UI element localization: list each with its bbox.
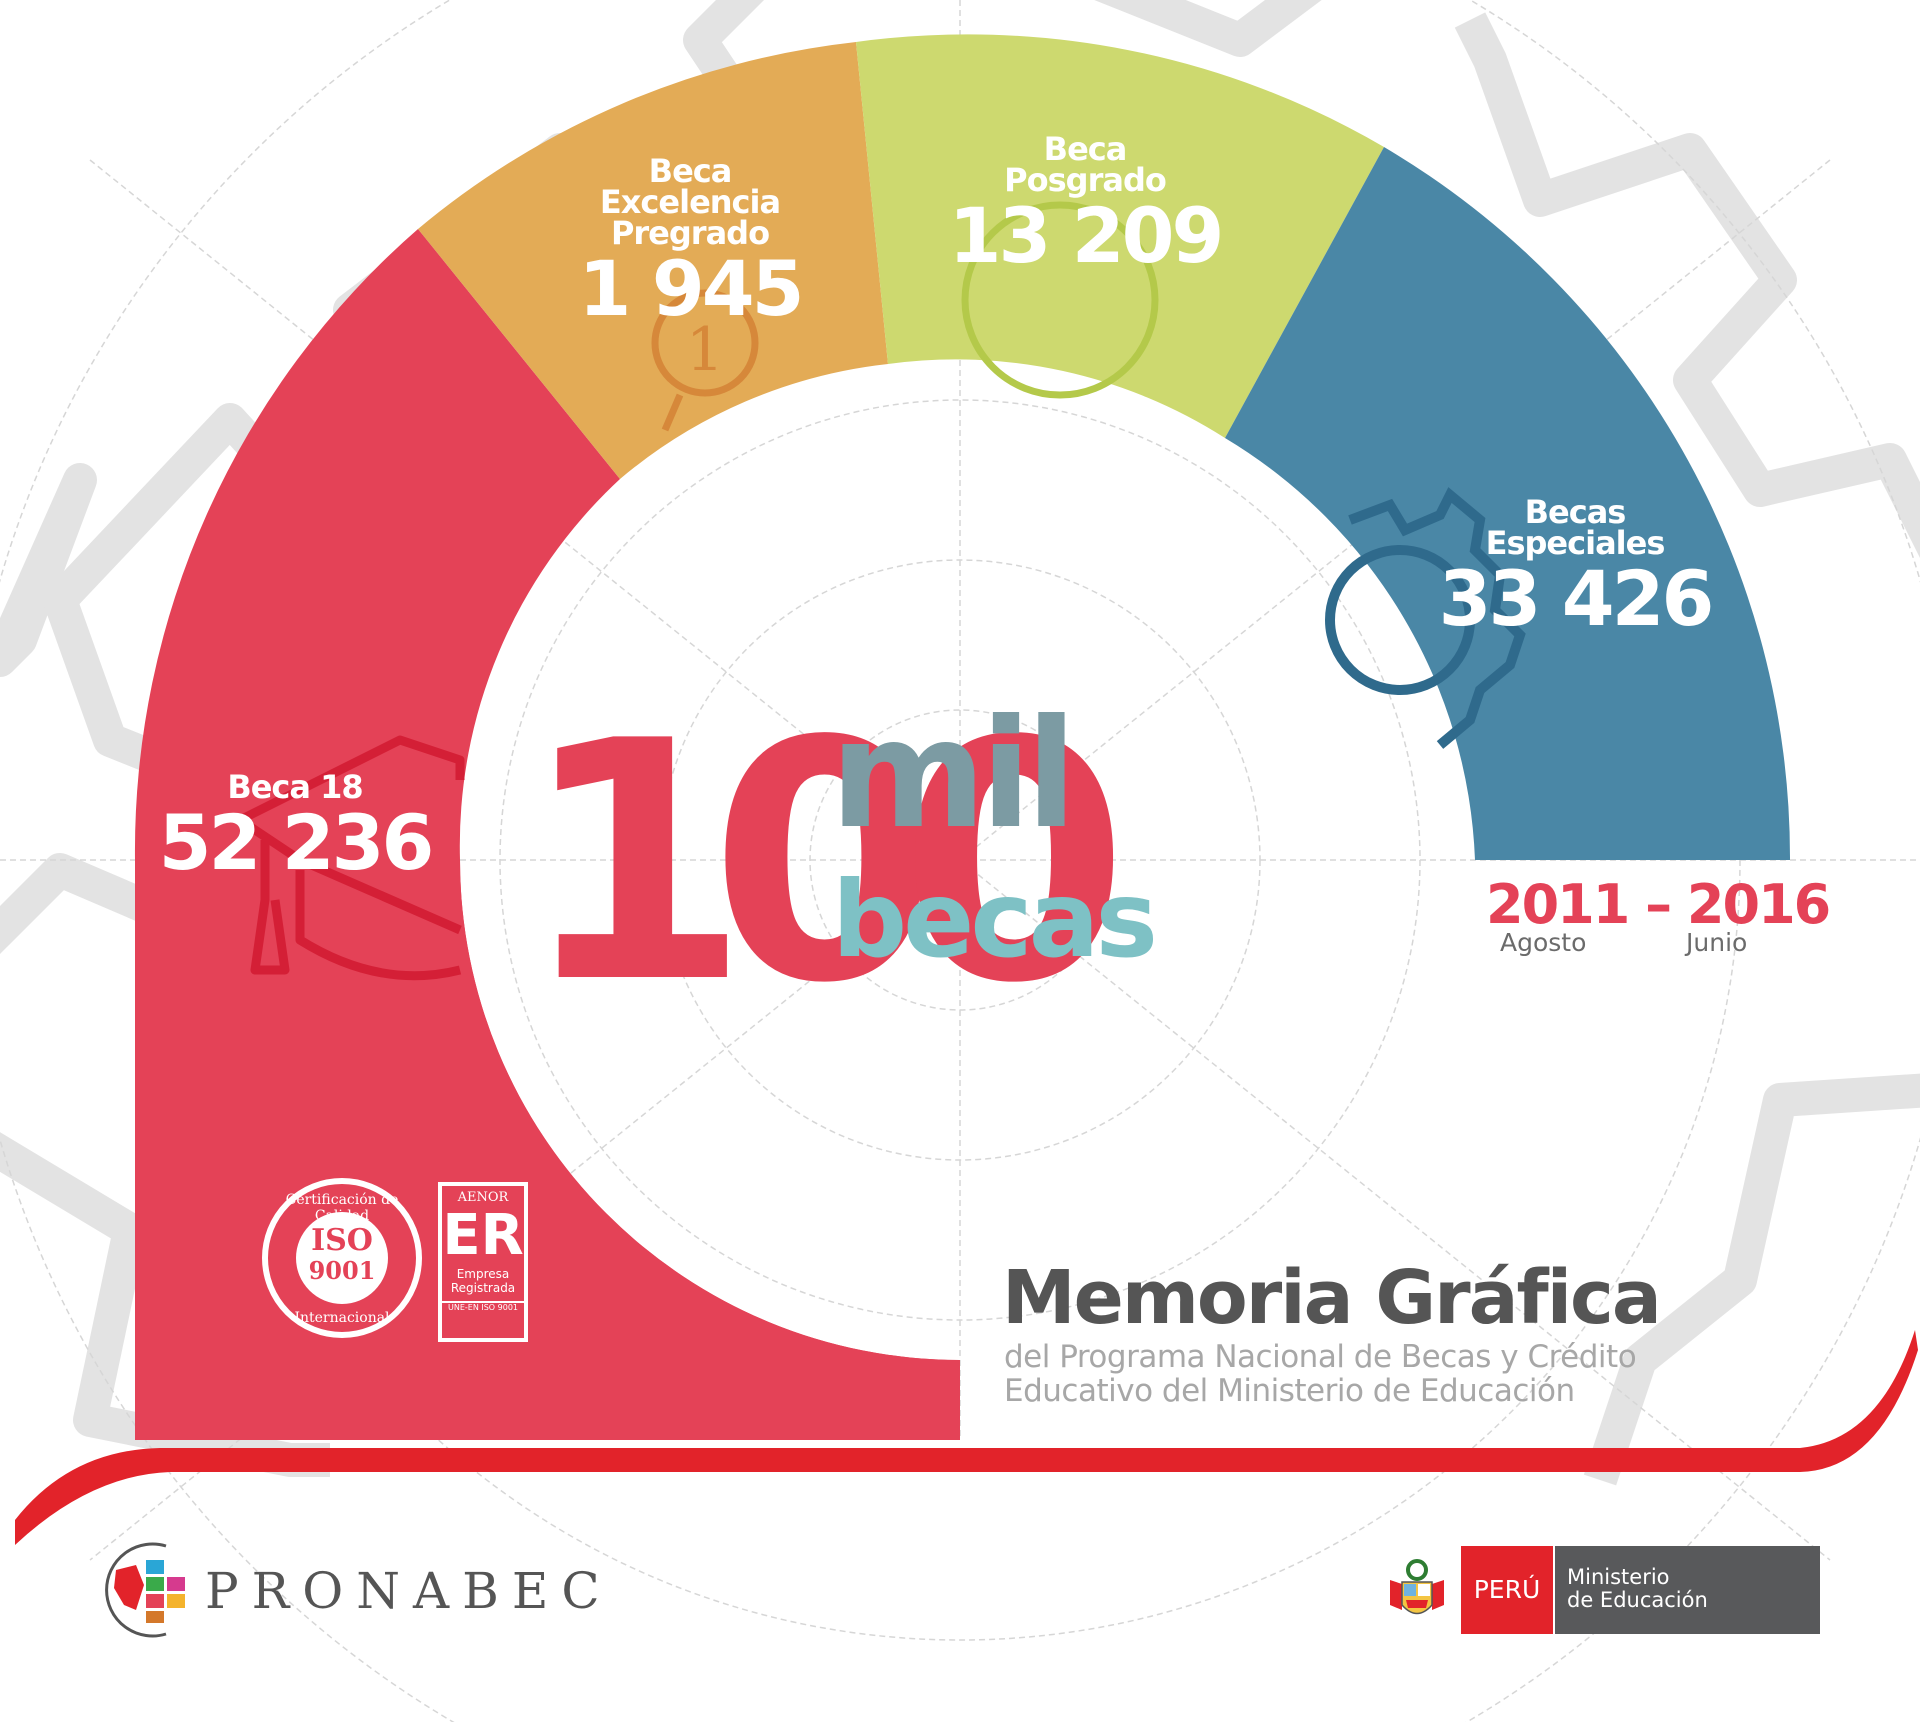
aenor-footer: UNE-EN ISO 9001: [442, 1301, 524, 1312]
segment-label-beca-18: Beca 18 52 236: [150, 768, 440, 887]
page-title: Memoria Gráfica: [1002, 1255, 1662, 1341]
segment-value: 52 236: [158, 798, 435, 887]
ministry-brand-box: Ministerio de Educación: [1555, 1546, 1820, 1634]
pronabec-globe-logo-icon: [105, 1542, 185, 1638]
segment-name-line: Pregrado: [610, 214, 770, 252]
segment-label-especiales: Becas Especiales 33 426: [1420, 493, 1730, 643]
start-month: Agosto: [1500, 928, 1587, 957]
peru-brand-box: PERÚ: [1461, 1546, 1553, 1634]
iso-label: ISO: [311, 1223, 373, 1258]
segment-value: 13 209: [948, 191, 1225, 280]
end-year: 2016: [1686, 873, 1831, 936]
segment-label-posgrado: Beca Posgrado 13 209: [940, 130, 1230, 280]
peru-coat-of-arms-icon: [1390, 1559, 1444, 1615]
segment-name-line: Especiales: [1485, 524, 1666, 562]
aenor-title: AENOR: [457, 1190, 509, 1205]
segment-name-line: Beca: [1043, 130, 1128, 168]
end-month: Junio: [1686, 928, 1748, 957]
hero-word-becas: becas: [832, 859, 1158, 981]
graduation-cap-icon: [237, 735, 465, 981]
medal-icon: 1: [651, 289, 759, 432]
segment-value: 1 945: [578, 244, 805, 333]
segment-label-excelencia: Beca Excelencia Pregrado 1 945: [560, 152, 820, 333]
ministry-line-2: de Educación: [1567, 1588, 1708, 1612]
aenor-line2: Registrada: [450, 1281, 516, 1295]
segment-name: Beca 18: [227, 768, 363, 806]
iso-9001-seal: Certificación de Calidad ISO 9001 Intern…: [262, 1178, 422, 1338]
subtitle-line-2: Educativo del Ministerio de Educación: [1004, 1373, 1575, 1409]
segment-posgrado[interactable]: [856, 34, 1384, 439]
gear-outline-icon: [1325, 487, 1526, 749]
segment-name-line: Becas: [1524, 493, 1627, 531]
segment-name-line: Excelencia: [599, 183, 781, 221]
hero-word-mil: mil: [830, 688, 1077, 862]
aenor-mark: ER: [442, 1203, 524, 1268]
start-year: 2011: [1486, 873, 1630, 936]
year-separator: –: [1645, 873, 1672, 936]
subtitle-line-1: del Programa Nacional de Becas y Crédito: [1004, 1339, 1637, 1375]
iso-number: 9001: [308, 1256, 376, 1285]
segment-name-line: Beca: [648, 152, 733, 190]
iso-core: ISO 9001: [296, 1212, 388, 1304]
donut-chart: [134, 34, 1791, 1440]
segment-value: 33 426: [1438, 554, 1715, 643]
pronabec-wordmark: PRONABEC: [205, 1562, 613, 1620]
aenor-seal: AENOR ER Empresa Registrada UNE-EN ISO 9…: [438, 1182, 528, 1342]
globe-icon: [961, 201, 1159, 399]
svg-text:1: 1: [686, 315, 724, 385]
iso-ring-bottom: Internacional: [294, 1310, 390, 1326]
ministry-line-1: Ministerio: [1567, 1565, 1670, 1589]
segment-excelencia[interactable]: [418, 42, 888, 479]
segment-especiales[interactable]: [1225, 147, 1791, 860]
segment-name-line: Posgrado: [1004, 161, 1167, 199]
aenor-line1: Empresa: [456, 1267, 510, 1281]
hero-number: 100: [520, 671, 1129, 1055]
period-years: 2011 – 2016: [1486, 873, 1831, 936]
